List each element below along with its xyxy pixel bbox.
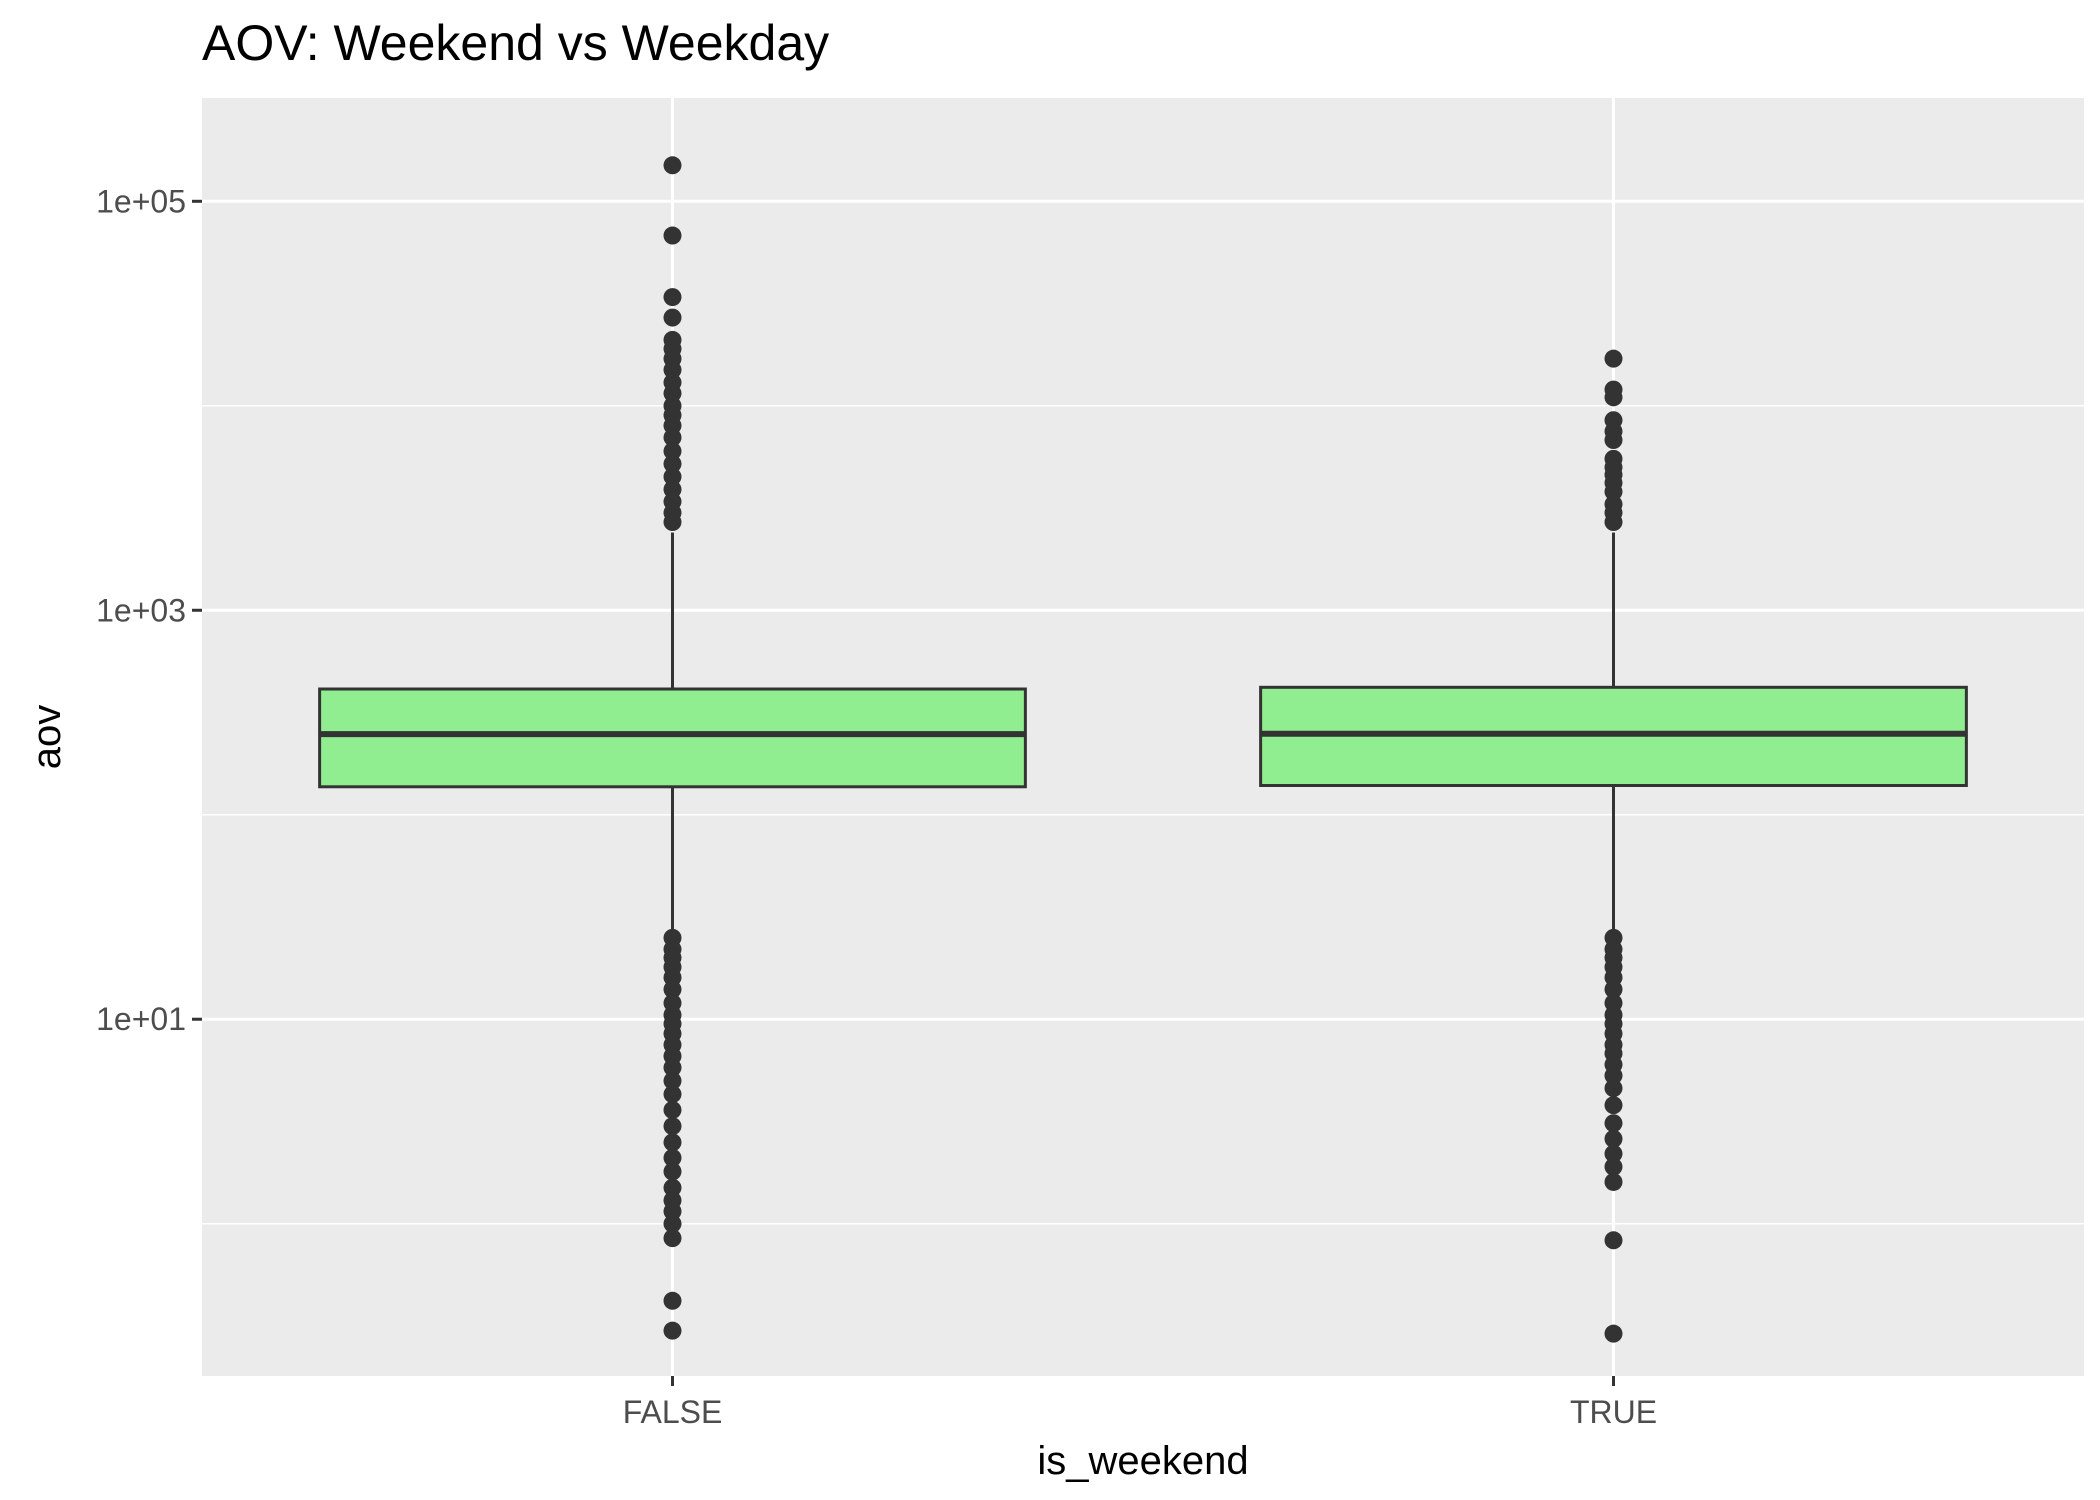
outlier-point: [1604, 1231, 1623, 1250]
x-tick-label: TRUE: [1570, 1394, 1657, 1430]
x-axis-title: is_weekend: [1037, 1439, 1248, 1483]
outlier-point: [663, 1291, 682, 1310]
chart-title: AOV: Weekend vs Weekday: [202, 15, 829, 71]
y-tick-label: 1e+05: [96, 183, 186, 219]
outlier-point: [1604, 513, 1623, 532]
outlier-point: [663, 360, 682, 379]
outlier-point: [663, 1178, 682, 1197]
outlier-point: [663, 1148, 682, 1167]
outlier-point: [663, 1117, 682, 1136]
outlier-point: [663, 1100, 682, 1119]
outlier-point: [663, 156, 682, 175]
outlier-point: [1604, 1172, 1623, 1191]
outlier-point: [1604, 1114, 1623, 1133]
outlier-point: [1604, 349, 1623, 368]
outlier-point: [663, 1321, 682, 1340]
axes: 1e+01 1e+03 1e+05 FALSE TRUE: [96, 183, 1657, 1430]
outlier-point: [663, 513, 682, 532]
outlier-point: [1604, 1157, 1623, 1176]
outlier-point: [663, 442, 682, 461]
outlier-point: [663, 1202, 682, 1221]
outlier-point: [663, 1085, 682, 1104]
box-layer: [318, 156, 1968, 1343]
outlier-point: [663, 226, 682, 245]
outlier-point: [663, 1133, 682, 1152]
outlier-point: [663, 384, 682, 403]
outlier-point: [663, 1071, 682, 1090]
outlier-point: [1604, 431, 1623, 450]
outlier-point: [663, 454, 682, 473]
outlier-point: [1604, 482, 1623, 501]
outlier-point: [1604, 1144, 1623, 1163]
outlier-point: [663, 1214, 682, 1233]
outlier-point: [1604, 1079, 1623, 1098]
outlier-point: [1604, 1066, 1623, 1085]
outlier-point: [663, 288, 682, 307]
box-group-true: [1259, 349, 1968, 1343]
outlier-point: [1604, 1324, 1623, 1343]
outlier-point: [663, 1162, 682, 1181]
outlier-point: [663, 980, 682, 999]
y-axis-title: aov: [25, 705, 69, 770]
outlier-point: [1604, 980, 1623, 999]
y-tick-label: 1e+03: [96, 592, 186, 628]
outlier-point: [1604, 1096, 1623, 1115]
outlier-point: [663, 1229, 682, 1248]
box-group-false: [318, 156, 1027, 1340]
outlier-point: [663, 308, 682, 327]
outlier-point: [1604, 1129, 1623, 1148]
y-tick-label: 1e+01: [96, 1001, 186, 1037]
outlier-point: [663, 1058, 682, 1077]
outlier-point: [1604, 388, 1623, 407]
outlier-point: [663, 428, 682, 447]
x-tick-label: FALSE: [623, 1394, 723, 1430]
outlier-point: [663, 467, 682, 486]
box-iqr: [318, 687, 1027, 789]
